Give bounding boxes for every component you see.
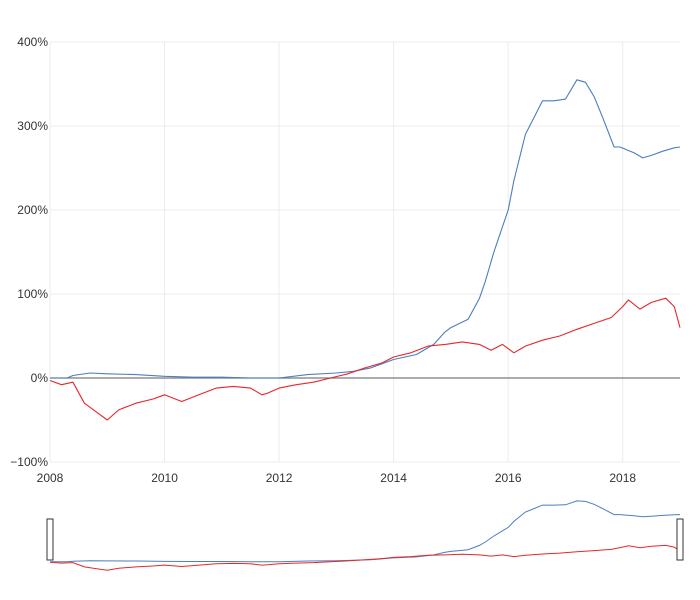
y-tick-label: −100% (10, 455, 48, 469)
x-tick-label: 2016 (495, 471, 522, 485)
y-tick-label: 400% (17, 35, 48, 49)
x-tick-label: 2008 (37, 471, 64, 485)
x-tick-label: 2010 (151, 471, 178, 485)
grid (49, 41, 680, 463)
x-tick-label: 2012 (266, 471, 293, 485)
y-tick-label: 300% (17, 119, 48, 133)
series-group (49, 79, 681, 421)
navigator-series-0 (50, 500, 681, 563)
series-line-0 (50, 79, 681, 379)
navigator-handle-left[interactable] (46, 518, 54, 561)
y-tick-label: 0% (31, 371, 49, 385)
x-tick-label: 2018 (609, 471, 636, 485)
x-tick-label: 2014 (380, 471, 407, 485)
navigator-series-1 (49, 544, 681, 571)
y-tick-label: 200% (17, 203, 48, 217)
navigator-handle-right[interactable] (676, 518, 684, 561)
axes: −100% 0% 100% 200% 300% 400% 2008 2010 2012 2014 2… (10, 35, 680, 485)
series-line-1 (49, 297, 681, 421)
navigator[interactable] (46, 500, 684, 571)
y-tick-label: 100% (17, 287, 48, 301)
